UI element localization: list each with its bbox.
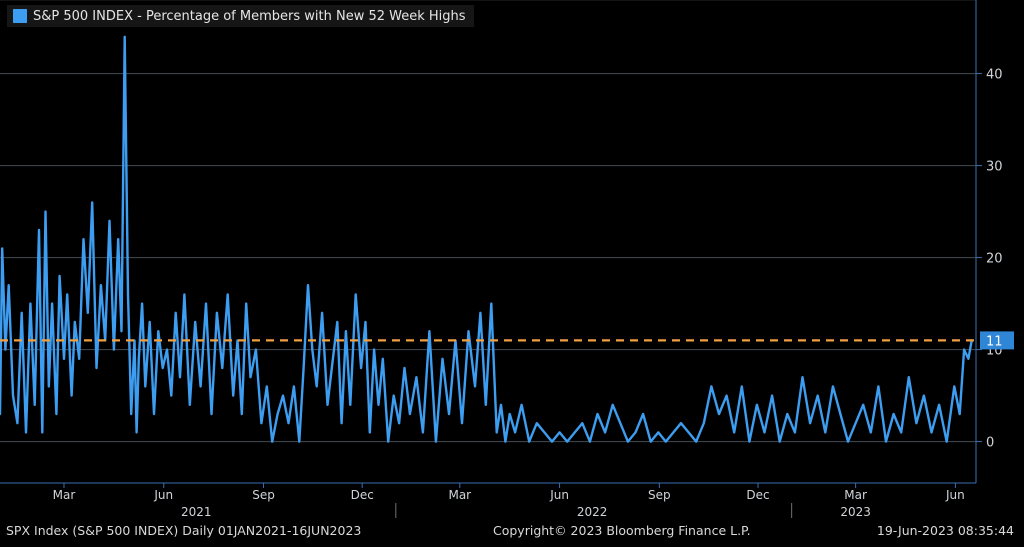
x-tick-label: Mar	[844, 488, 867, 502]
x-tick-label: Mar	[53, 488, 76, 502]
x-tick-label: Jun	[153, 488, 173, 502]
gridlines	[0, 73, 976, 443]
reference-label: 11	[986, 334, 1003, 349]
year-label: 2021	[181, 505, 212, 519]
footer-timestamp: 19-Jun-2023 08:35:44	[876, 523, 1014, 538]
x-tick-label: Sep	[252, 488, 275, 502]
series-line-0	[0, 35, 973, 443]
y-tick-label: 20	[986, 252, 1003, 267]
year-label: 2023	[840, 505, 871, 519]
x-tick-label: Mar	[448, 488, 471, 502]
x-tick-label: Jun	[549, 488, 569, 502]
y-tick-label: 40	[986, 68, 1003, 83]
data-series	[0, 35, 973, 443]
y-tick-label: 30	[986, 160, 1003, 175]
y-tick-label: 0	[986, 436, 994, 451]
reference-badge	[980, 331, 1014, 350]
chart-footer: SPX Index (S&P 500 INDEX) Daily 01JAN202…	[0, 520, 1024, 547]
reference-line-group: 11	[0, 331, 1014, 350]
footer-copyright: Copyright© 2023 Bloomberg Finance L.P.	[493, 523, 751, 538]
x-axis-ticks: Mar Jun Sep Dec Mar Jun Sep Dec Mar Jun	[53, 483, 965, 502]
x-tick-label: Jun	[945, 488, 965, 502]
legend-label: S&P 500 INDEX - Percentage of Members wi…	[33, 8, 466, 24]
footer-security-info: SPX Index (S&P 500 INDEX) Daily 01JAN202…	[6, 523, 362, 538]
legend-swatch	[13, 9, 27, 23]
x-tick-label: Sep	[648, 488, 671, 502]
chart-legend: S&P 500 INDEX - Percentage of Members wi…	[7, 5, 474, 27]
x-tick-label: Dec	[351, 488, 374, 502]
year-axis: 2021 2022 2023	[181, 503, 871, 519]
x-tick-label: Dec	[746, 488, 769, 502]
year-label: 2022	[577, 505, 608, 519]
